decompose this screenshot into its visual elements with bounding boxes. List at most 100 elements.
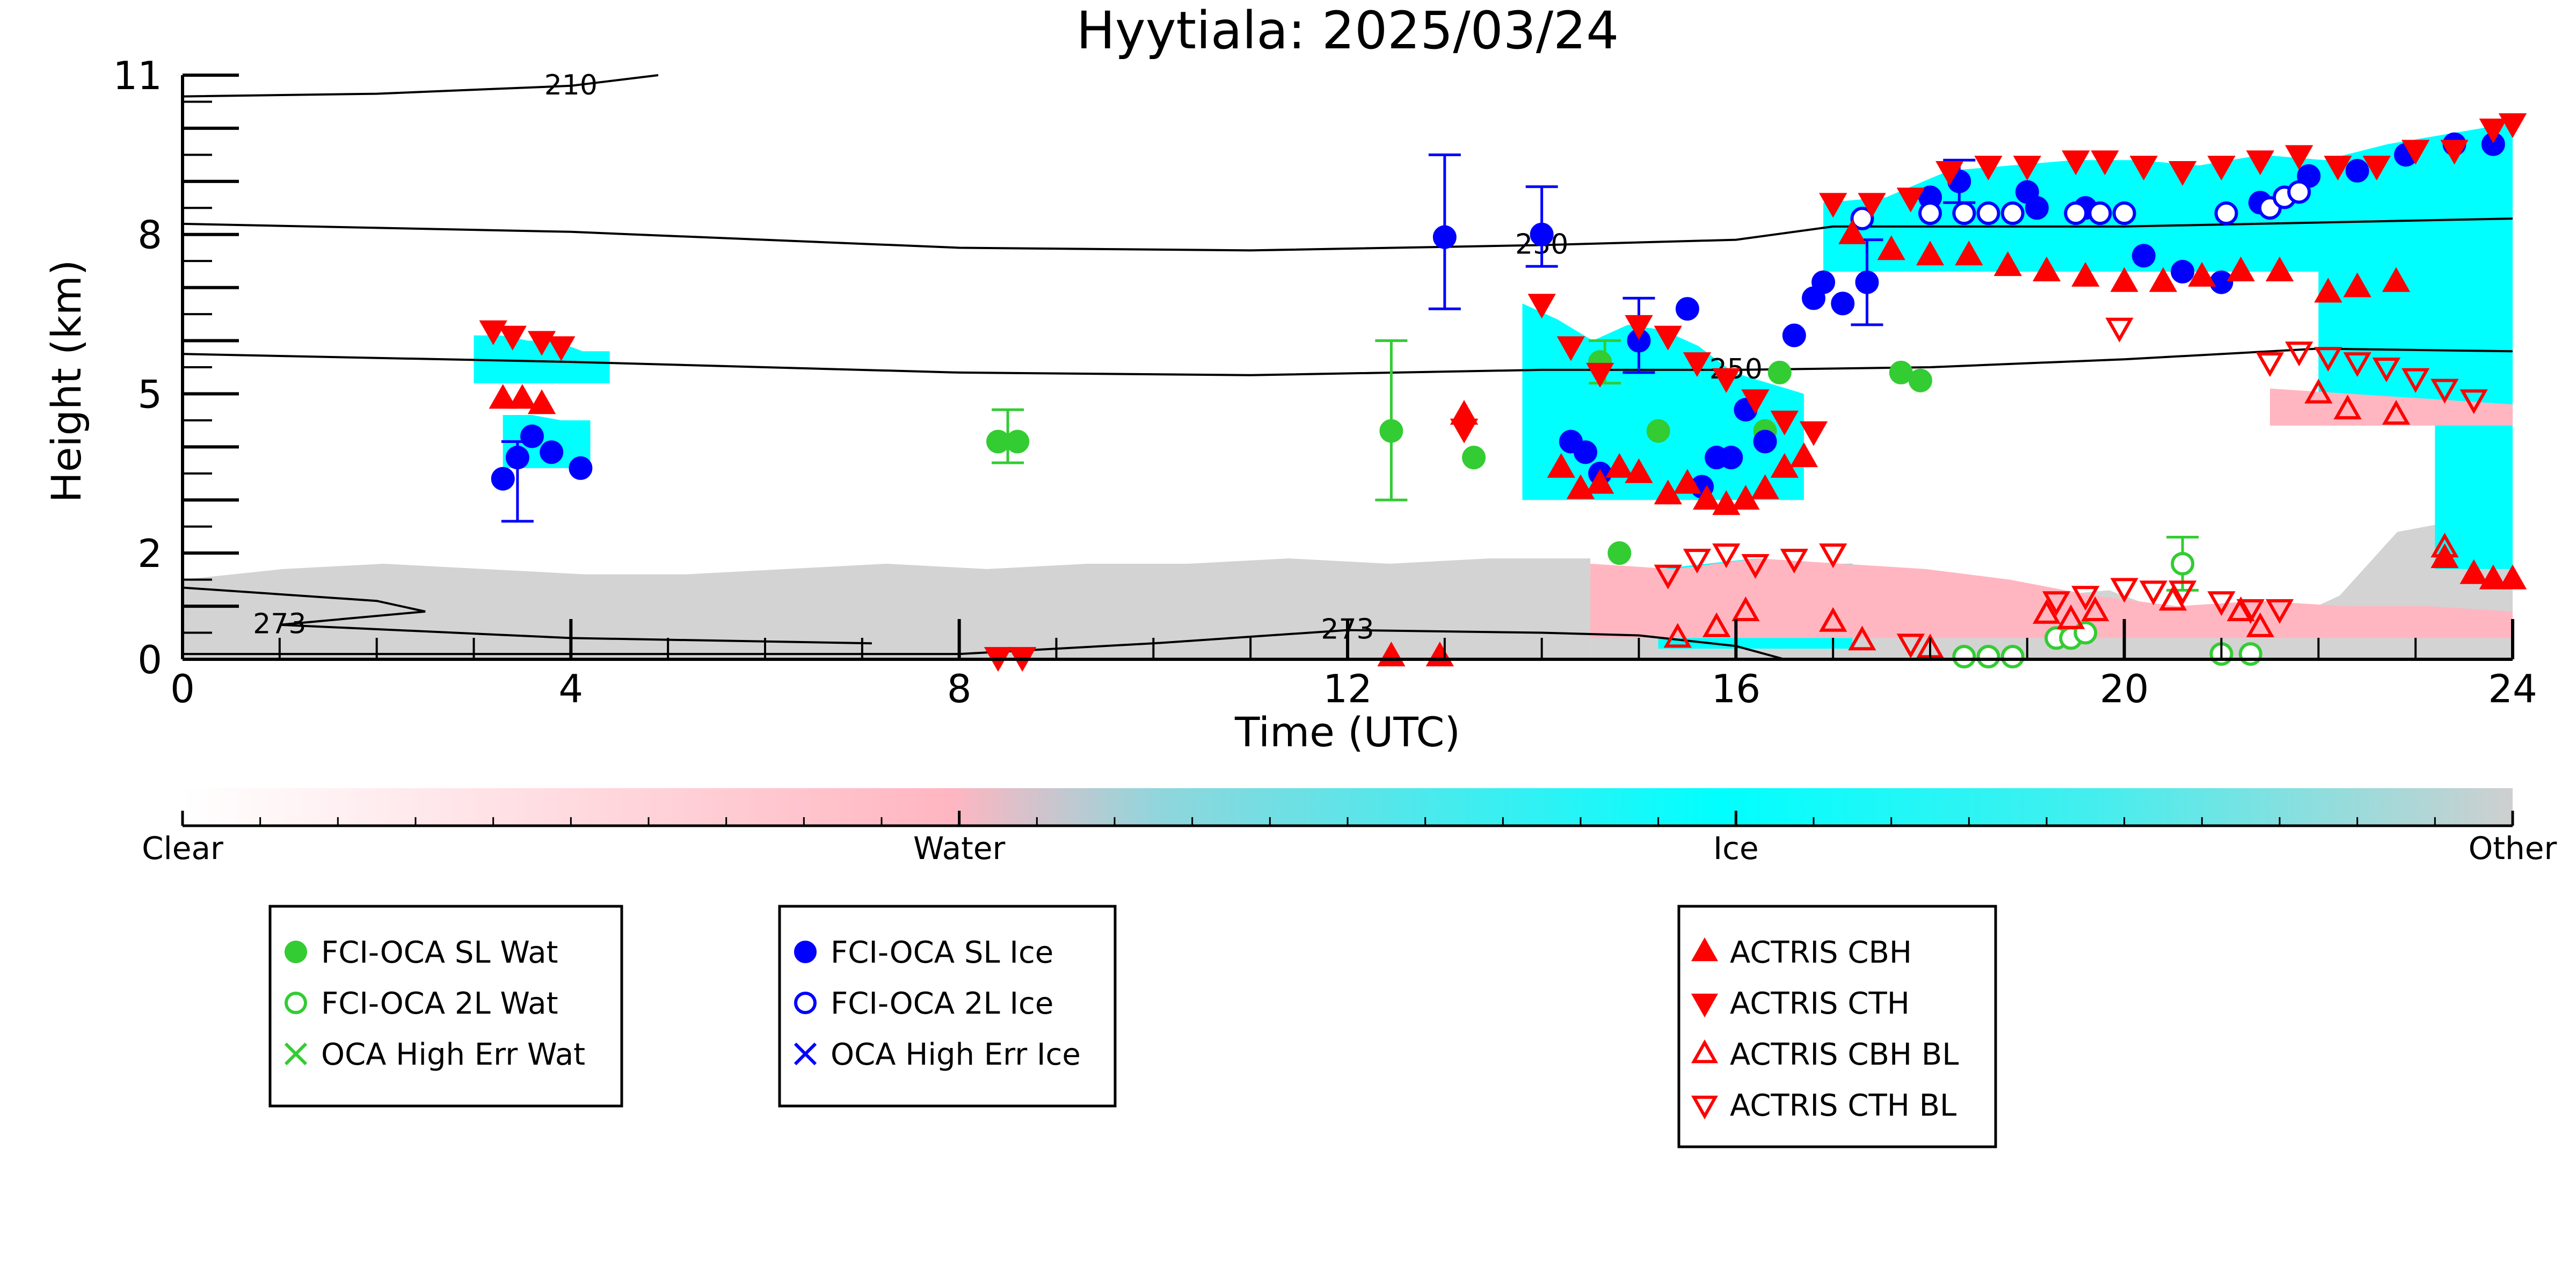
legend-marker-actris-cbh-bl [1691, 1039, 1719, 1064]
point-actris-cth-bl [2431, 379, 2459, 404]
point-actris-cth-bl [1819, 543, 1847, 569]
chart-title: Hyytiala: 2025/03/24 [1076, 1, 1619, 61]
point-fci-oca-sl-ice [505, 446, 529, 470]
point-actris-cbh [2226, 256, 2255, 281]
contour-label: 210 [544, 69, 598, 101]
point-actris-cth-bl [2042, 591, 2071, 616]
point-actris-cth [1974, 156, 2003, 181]
point-fci-oca-2l-ice [2064, 201, 2088, 225]
point-fci-oca-sl-ice [2025, 196, 2049, 220]
point-actris-cth [2362, 156, 2391, 181]
point-actris-cbh [2314, 278, 2342, 303]
point-actris-cbh [1993, 251, 2022, 276]
point-fci-oca-sl-ice [1574, 440, 1598, 464]
point-actris-cbh [1566, 474, 1595, 499]
colorbar-ticks: Clear Water Ice Other [142, 811, 2557, 867]
point-fci-oca-2l-ice [2287, 180, 2311, 204]
point-fci-oca-sl-ice [2171, 259, 2195, 283]
legend-frame [1677, 905, 1997, 1148]
contour-210-0 [182, 74, 659, 98]
point-actris-cbh [2459, 559, 2488, 584]
point-actris-cbh-bl [2158, 586, 2187, 611]
point-actris-cth-bl [2255, 352, 2284, 377]
point-fci-oca-sl-ice [2209, 270, 2233, 294]
point-actris-cth-bl [2110, 578, 2138, 603]
classification-regions [183, 123, 2513, 659]
point-actris-cth-bl [2314, 347, 2342, 372]
point-actris-cbh [2188, 261, 2216, 287]
point-fci-oca-2l-ice [1952, 201, 1976, 225]
point-fci-oca-sl-ice [1855, 270, 1879, 294]
point-fci-oca-2l-ice [2000, 201, 2025, 225]
point-actris-cbh [1916, 241, 1945, 266]
legend-label-oca-high-err-wat: OCA High Err Wat [321, 1037, 585, 1072]
legend-label-actris-cth: ACTRIS CTH [1730, 986, 1910, 1021]
contour-label: 273 [253, 608, 306, 641]
region-ice-2 [474, 335, 610, 383]
point-fci-oca-sl-ice [1675, 297, 1699, 321]
y-axis-label: Height (km) [42, 260, 90, 503]
point-actris-cth [2479, 118, 2507, 143]
x-tick-label: 0 [170, 666, 195, 711]
point-actris-cth [1770, 410, 1799, 435]
point-fci-oca-2l-ice [2214, 201, 2238, 225]
legend-marker-oca-high-err-wat [284, 1042, 308, 1066]
y-tick-label: 0 [137, 637, 162, 682]
y-tick-label: 5 [137, 372, 162, 417]
point-actris-cbh [2479, 564, 2507, 590]
point-actris-cbh-bl [1848, 625, 1876, 651]
point-fci-oca-2l-ice [2112, 201, 2136, 225]
point-actris-cth [1527, 294, 1556, 319]
colorbar-label-other: Other [2469, 830, 2557, 867]
point-actris-cbh [1731, 485, 1760, 510]
series-actris-cth [479, 113, 2527, 672]
point-fci-oca-sl-ice [1432, 225, 1457, 249]
point-fci-oca-sl-ice [1782, 323, 1806, 347]
point-actris-cth [1712, 368, 1741, 393]
colorbar-label-water: Water [913, 830, 1006, 867]
point-fci-oca-2l-ice [1976, 201, 2000, 225]
x-axis-label: Time (UTC) [1234, 708, 1460, 756]
point-fci-oca-sl-ice [1753, 430, 1777, 454]
x-tick-label: 8 [947, 666, 972, 711]
legend-marker-fci-oca-sl-ice [794, 941, 817, 963]
point-fci-oca-2l-wat [2000, 645, 2025, 669]
point-fci-oca-sl-wat [1646, 419, 1670, 443]
point-actris-cth-bl [2071, 586, 2100, 611]
point-fci-oca-sl-ice [520, 424, 544, 448]
legend-marker-actris-cbh [1691, 937, 1719, 962]
legend-label-actris-cth-bl: ACTRIS CTH BL [1730, 1088, 1956, 1123]
point-actris-cth [1450, 418, 1479, 443]
point-fci-oca-sl-wat [1908, 368, 1932, 392]
legend-0: FCI-OCA SL Wat FCI-OCA 2L Wat OCA High Err… [268, 905, 623, 1108]
point-fci-oca-sl-ice [1831, 292, 1855, 316]
point-actris-cth-bl [2459, 389, 2488, 414]
point-actris-cth-bl [2105, 317, 2134, 343]
point-fci-oca-2l-wat [2073, 621, 2098, 645]
series-actris-cbh-bl [1663, 379, 2459, 659]
point-actris-cth [2498, 113, 2527, 139]
point-fci-oca-sl-wat [986, 430, 1010, 454]
point-actris-cbh [1877, 235, 1905, 260]
legend-marker-actris-cth-bl [1691, 1095, 1719, 1119]
point-fci-oca-sl-ice [540, 440, 564, 464]
point-actris-cth-bl [2236, 599, 2265, 624]
point-actris-cth [1625, 315, 1653, 340]
legend-label-fci-oca-2l-ice: FCI-OCA 2L Ice [831, 986, 1053, 1021]
legend-label-fci-oca-2l-wat: FCI-OCA 2L Wat [321, 986, 558, 1021]
point-fci-oca-sl-wat [1607, 541, 1632, 565]
point-fci-oca-sl-wat [1462, 446, 1486, 470]
point-actris-cth [1586, 362, 1614, 388]
point-fci-oca-2l-wat [2238, 642, 2262, 666]
point-actris-cth-bl [2402, 368, 2430, 393]
point-actris-cth-bl [1683, 549, 1712, 574]
point-actris-cbh-bl [1663, 623, 1692, 648]
point-actris-cbh [1654, 479, 1682, 505]
point-actris-cth-bl [1741, 554, 1770, 579]
point-actris-cth-bl [1712, 543, 1741, 569]
point-fci-oca-2l-ice [1850, 207, 1874, 231]
colorbar-label-clear: Clear [142, 830, 223, 867]
x-tick-label: 4 [558, 666, 583, 711]
point-fci-oca-sl-wat [1767, 360, 1792, 384]
